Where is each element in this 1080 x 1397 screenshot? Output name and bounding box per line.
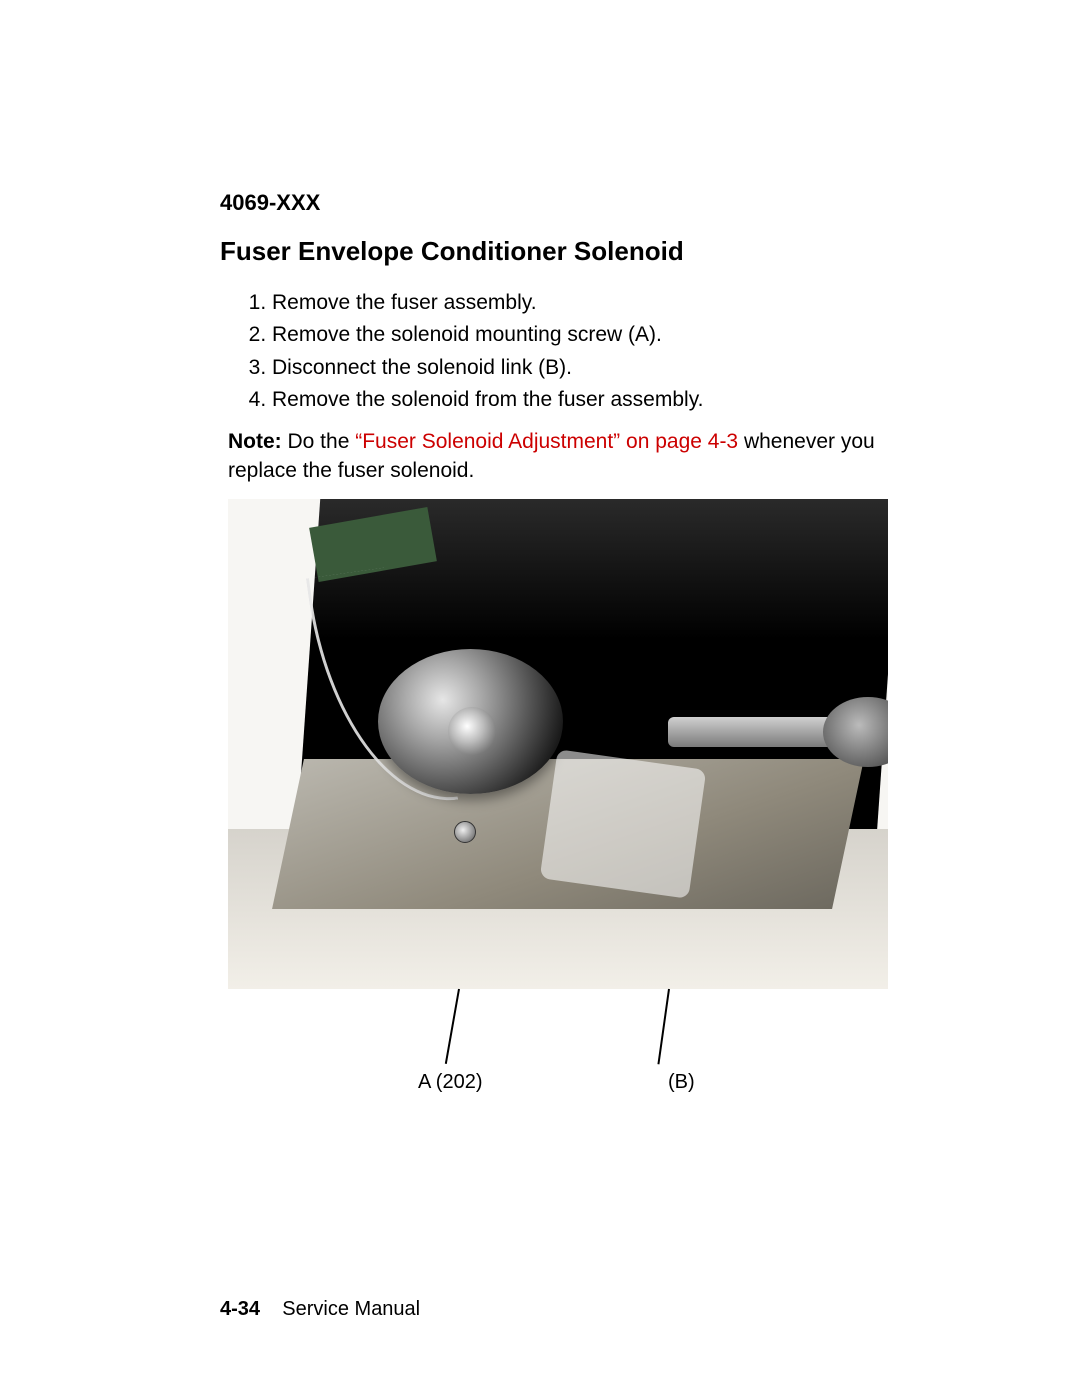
figure: A (202) (B)	[228, 499, 888, 1104]
leader-line-b	[657, 989, 670, 1065]
callout-label-b: (B)	[668, 1071, 695, 1094]
step-1: Remove the fuser assembly.	[272, 289, 880, 317]
note-block: Note: Do the “Fuser Solenoid Adjustment”…	[220, 428, 880, 485]
model-number: 4069-XXX	[220, 190, 880, 216]
callout-label-a: A (202)	[418, 1071, 482, 1094]
note-label: Note:	[228, 430, 282, 453]
step-4: Remove the solenoid from the fuser assem…	[272, 386, 880, 414]
step-3: Disconnect the solenoid link (B).	[272, 354, 880, 382]
procedure-steps: Remove the fuser assembly. Remove the so…	[220, 289, 880, 414]
bracket-shape	[540, 749, 707, 899]
note-crossref-link[interactable]: “Fuser Solenoid Adjustment” on page 4-3	[355, 430, 738, 453]
figure-photo	[228, 499, 888, 989]
service-manual-page: 4069-XXX Fuser Envelope Conditioner Sole…	[0, 0, 1080, 1397]
screw-a-shape	[454, 821, 476, 843]
note-text-prefix: Do the	[282, 430, 356, 453]
leader-line-a	[445, 989, 460, 1064]
figure-callouts: A (202) (B)	[228, 989, 888, 1104]
plunger-shape	[668, 717, 838, 747]
solenoid-core-shape	[448, 707, 496, 755]
section-title: Fuser Envelope Conditioner Solenoid	[220, 236, 880, 267]
step-2: Remove the solenoid mounting screw (A).	[272, 321, 880, 349]
footer-manual-title: Service Manual	[282, 1298, 420, 1320]
footer-page-number: 4-34	[220, 1298, 260, 1320]
page-footer: 4-34 Service Manual	[220, 1298, 420, 1321]
